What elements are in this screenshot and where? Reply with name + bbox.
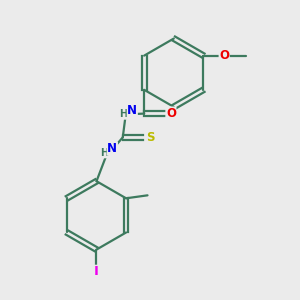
- Text: N: N: [107, 142, 117, 155]
- Text: S: S: [146, 131, 155, 144]
- Text: H: H: [119, 109, 128, 119]
- Text: O: O: [219, 49, 229, 62]
- Text: N: N: [127, 104, 137, 117]
- Text: I: I: [94, 266, 99, 278]
- Text: H: H: [100, 148, 108, 158]
- Text: O: O: [166, 107, 176, 120]
